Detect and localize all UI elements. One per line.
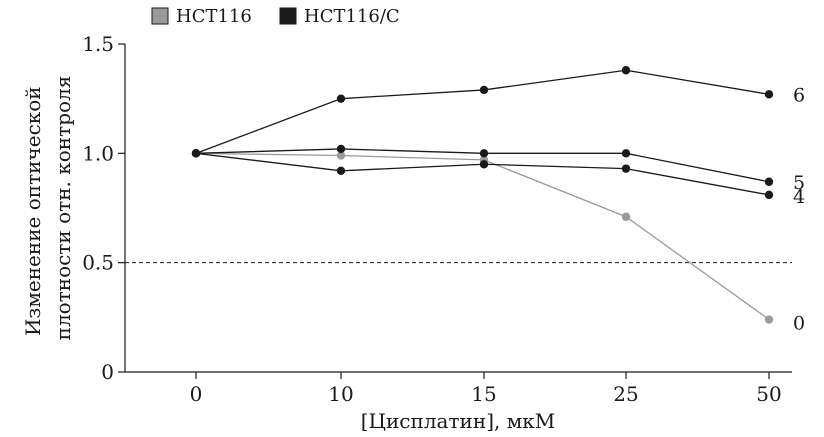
series-6-line — [195, 69, 770, 154]
series-4-point — [336, 166, 346, 176]
x-tick-label: 15 — [471, 382, 496, 406]
series-6-point — [336, 94, 346, 103]
x-tick-label: 25 — [613, 382, 638, 406]
y-tick-label: 1.5 — [82, 32, 114, 56]
series-4: 4 — [191, 149, 805, 208]
series-4-point — [479, 160, 489, 169]
series-5: 5 — [191, 144, 805, 194]
x-tick-label: 0 — [190, 382, 203, 406]
series-0-point — [336, 151, 346, 160]
y-tick-label: 1.0 — [82, 141, 114, 165]
series-4-point — [621, 164, 631, 173]
series-5-point — [479, 149, 489, 158]
x-ticks: 0 10 15 25 50 — [190, 372, 782, 406]
legend-swatch — [151, 7, 169, 25]
legend: HCT116 HCT116/C — [151, 6, 400, 27]
series-6-point — [479, 85, 489, 95]
y-axis-label-line-2: плотности отн. контроля — [51, 76, 75, 341]
series-end-label: 6 — [793, 84, 805, 106]
y-tick-label: 0 — [101, 360, 114, 384]
y-ticks: 0 0.5 1.0 1.5 — [82, 32, 125, 384]
series-6: 6 — [191, 66, 805, 158]
x-tick-label: 50 — [756, 382, 781, 406]
series-6-point — [764, 90, 774, 99]
y-tick-label: 0.5 — [82, 251, 114, 275]
series-0-point — [621, 212, 631, 221]
x-axis-label: [Цисплатин], мкМ — [361, 409, 556, 433]
series-end-label: 4 — [793, 186, 805, 208]
series-end-label: 0 — [793, 313, 805, 335]
legend-label: HCT116/C — [304, 6, 400, 27]
series-5-point — [621, 149, 631, 158]
series-end-label: 5 — [793, 172, 805, 194]
series-4-point — [764, 190, 774, 200]
series-group: 0 45 6 — [191, 66, 805, 335]
series-5-point — [764, 177, 774, 186]
series-6-point — [191, 149, 201, 158]
axes — [124, 44, 792, 373]
y-axis-label-line-1: Изменение оптической — [21, 86, 45, 336]
series-0: 0 — [191, 149, 805, 335]
series-5-point — [336, 144, 346, 154]
legend-label: HCT116 — [176, 6, 252, 27]
x-tick-label: 10 — [328, 382, 353, 406]
series-6-point — [621, 66, 631, 75]
series-0-line — [195, 152, 770, 321]
legend-swatch — [279, 7, 297, 25]
series-0-point — [764, 315, 774, 324]
y-axis-label: Изменение оптической плотности отн. конт… — [21, 76, 75, 341]
